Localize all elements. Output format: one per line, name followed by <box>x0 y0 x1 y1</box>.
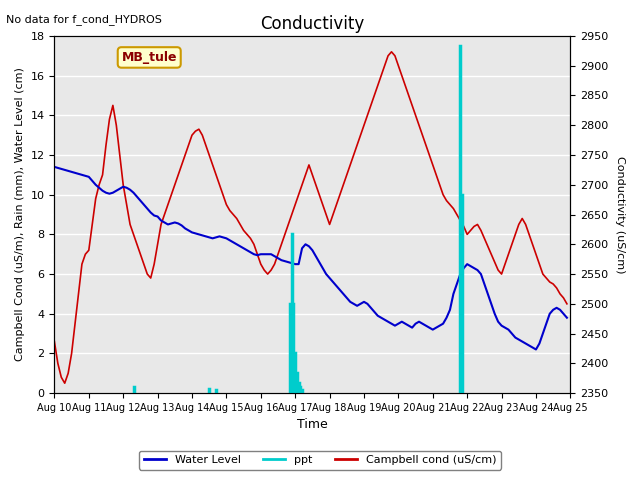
Text: MB_tule: MB_tule <box>122 51 177 64</box>
Y-axis label: Conductivity (uS/cm): Conductivity (uS/cm) <box>615 156 625 273</box>
Legend: Water Level, ppt, Campbell cond (uS/cm): Water Level, ppt, Campbell cond (uS/cm) <box>140 451 500 469</box>
Title: Conductivity: Conductivity <box>260 15 365 33</box>
Text: No data for f_cond_HYDROS: No data for f_cond_HYDROS <box>6 14 163 25</box>
X-axis label: Time: Time <box>297 419 328 432</box>
Y-axis label: Campbell Cond (uS/m), Rain (mm), Water Level (cm): Campbell Cond (uS/m), Rain (mm), Water L… <box>15 68 25 361</box>
